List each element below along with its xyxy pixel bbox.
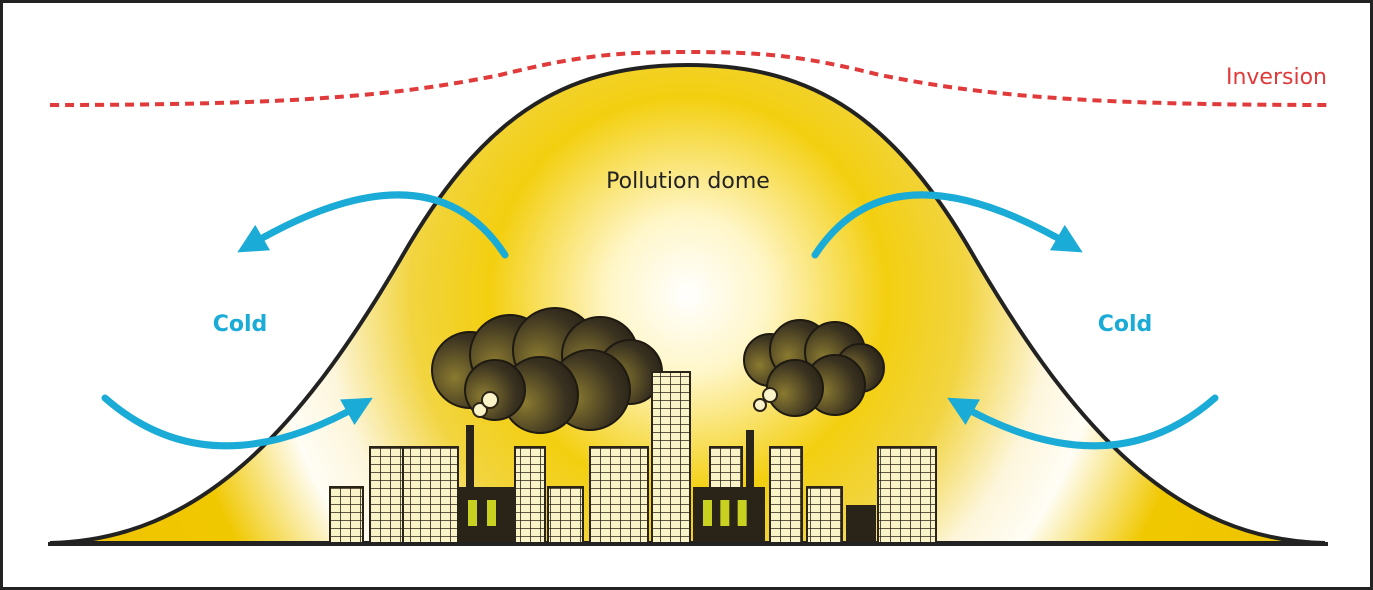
building — [846, 505, 876, 543]
air-arrows — [101, 191, 1219, 450]
factory-window — [737, 500, 747, 526]
cold-label: Cold — [213, 312, 268, 337]
building — [769, 446, 803, 544]
arrow — [237, 191, 509, 259]
inversion-label: Inversion — [1226, 65, 1327, 90]
smoke-puff — [472, 402, 488, 418]
smoke-cloud — [766, 359, 824, 417]
factory-window — [703, 500, 712, 526]
smoke-puff — [762, 387, 778, 403]
building — [329, 486, 364, 544]
factory-window — [468, 500, 477, 526]
inversion-line — [49, 49, 1331, 107]
arrow — [101, 394, 373, 450]
arrow — [811, 191, 1083, 259]
building — [402, 446, 459, 544]
building — [547, 486, 584, 544]
chimney — [746, 430, 754, 487]
building — [877, 446, 937, 544]
smoke-puff — [753, 398, 767, 412]
building — [589, 446, 649, 544]
building — [514, 446, 546, 544]
city — [329, 307, 937, 544]
factory-window — [487, 500, 496, 526]
chimney — [466, 425, 474, 487]
cold-label: Cold — [1098, 312, 1153, 337]
building — [806, 486, 843, 544]
smoke-puff — [481, 391, 499, 409]
building — [651, 371, 691, 544]
arrow — [947, 394, 1219, 450]
factory-window — [720, 500, 730, 526]
dome-label: Pollution dome — [606, 169, 770, 194]
